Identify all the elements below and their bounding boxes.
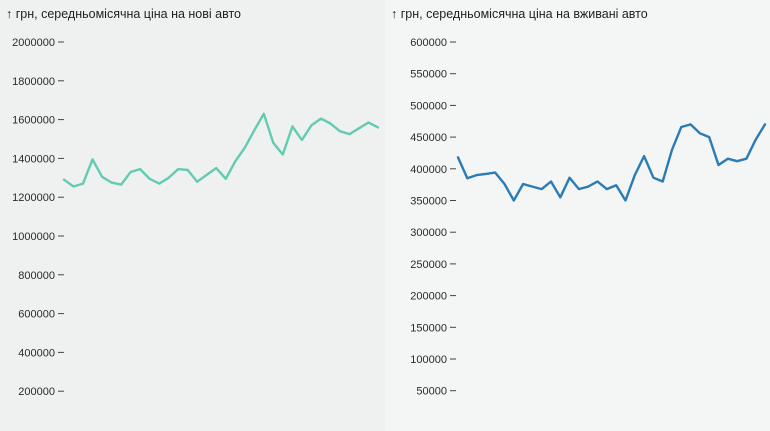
y-axis-tick-label: 100000 — [410, 354, 447, 366]
y-axis-tick-label: 350000 — [410, 196, 447, 208]
y-axis-tick-label: 1000000 — [12, 231, 55, 243]
y-axis-tick-label: 150000 — [410, 322, 447, 334]
used-cars-chart-title: ↑ грн, середньомісячна ціна на вживані а… — [391, 7, 648, 21]
y-axis-tick-label: 500000 — [410, 100, 447, 112]
y-axis-tick-label: 1400000 — [12, 153, 55, 165]
y-axis-tick-label: 200000 — [410, 291, 447, 303]
y-axis-tick-label: 600000 — [410, 37, 447, 49]
y-axis-tick-label: 300000 — [410, 227, 447, 239]
new-cars-chart-panel: ↑ грн, середньомісячна ціна на нові авто… — [6, 7, 380, 398]
price-series-line — [456, 123, 767, 202]
y-axis-tick-label: 800000 — [18, 270, 55, 282]
y-axis-tick-label: 2000000 — [12, 37, 55, 49]
y-axis-tick-label: 50000 — [416, 386, 447, 398]
new-cars-chart-title: ↑ грн, середньомісячна ціна на нові авто — [6, 7, 241, 21]
used-cars-chart-panel: ↑ грн, середньомісячна ціна на вживані а… — [385, 0, 770, 431]
y-axis-tick-label: 550000 — [410, 69, 447, 81]
y-axis-tick-label: 400000 — [18, 347, 55, 359]
y-axis-tick-label: 250000 — [410, 259, 447, 271]
y-axis-tick-label: 600000 — [18, 309, 55, 321]
new-cars-line-chart: 2000000 1800000 1600000 1400000 1200000 10000… — [12, 37, 380, 398]
y-axis-tick-label: 1200000 — [12, 192, 55, 204]
y-axis-tick-label: 400000 — [410, 164, 447, 176]
price-series-line — [62, 112, 380, 188]
y-axis-tick-label: 1600000 — [12, 115, 55, 127]
y-axis-tick-label: 1800000 — [12, 76, 55, 88]
y-axis-tick-label: 450000 — [410, 132, 447, 144]
y-axis-tick-label: 200000 — [18, 386, 55, 398]
used-cars-line-chart: 600000 550000 500000 450000 400000 350000 3000… — [410, 37, 767, 398]
